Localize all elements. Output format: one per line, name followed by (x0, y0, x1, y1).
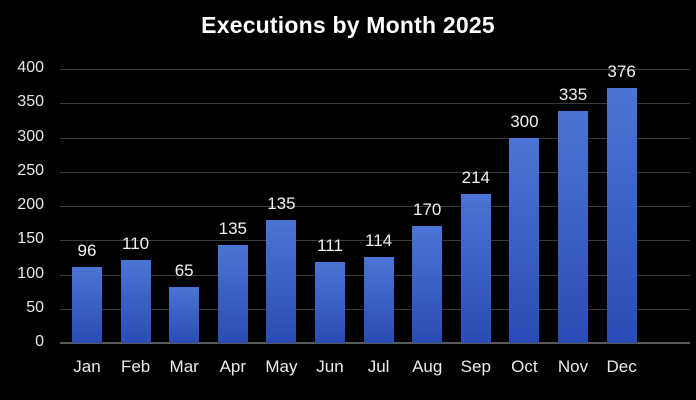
x-tick-label: Nov (557, 357, 589, 376)
y-tick-label: 250 (17, 161, 44, 179)
x-tick-label: Jul (367, 357, 390, 376)
bar-dec (606, 88, 637, 343)
gridline (60, 240, 690, 242)
gridline (60, 137, 690, 139)
value-label: 135 (218, 219, 247, 239)
bar-jan (72, 266, 102, 343)
gridline (60, 69, 690, 70)
value-label: 214 (461, 168, 490, 188)
value-label: 135 (267, 194, 296, 214)
x-tick-label: Jan (73, 357, 101, 376)
value-label: 110 (122, 234, 150, 254)
y-tick-label: 400 (17, 59, 44, 76)
bar-apr (217, 245, 248, 343)
x-axis-line (60, 342, 690, 344)
x-tick-label: Feb (120, 357, 151, 376)
bar-oct (509, 138, 540, 343)
value-label: 96 (77, 240, 97, 260)
y-tick-label: 350 (17, 93, 44, 111)
x-tick-label: Aug (412, 357, 443, 376)
bar-jul (363, 257, 394, 343)
value-label: 300 (510, 112, 539, 132)
bar-sep (460, 194, 491, 343)
x-tick-label: Sep (460, 357, 491, 376)
y-tick-label: 100 (17, 264, 44, 282)
bar-feb (120, 260, 151, 343)
bar-aug (412, 225, 443, 343)
y-tick-label: 50 (26, 298, 44, 316)
gridline (60, 206, 690, 207)
value-label: 170 (413, 199, 442, 219)
x-tick-label: May (265, 357, 298, 376)
y-tick-label: 300 (17, 127, 44, 145)
y-tick-label: 150 (17, 230, 44, 248)
value-label: 376 (607, 62, 636, 82)
gridline (60, 171, 690, 173)
x-tick-label: Dec (606, 357, 637, 376)
bar-may (266, 220, 297, 343)
bar-jun (315, 262, 345, 343)
x-tick-label: Apr (219, 357, 247, 376)
x-tick-label: Jun (316, 357, 344, 376)
value-label: 114 (365, 231, 393, 251)
y-tick-label: 200 (17, 196, 44, 213)
bar-nov (558, 111, 588, 343)
chart-title: Executions by Month 2025 (201, 12, 495, 38)
value-label: 111 (317, 236, 343, 256)
gridline (60, 103, 690, 105)
y-tick-label: 0 (35, 333, 44, 350)
x-tick-label: Mar (169, 357, 199, 376)
value-label: 335 (558, 85, 588, 105)
value-label: 65 (174, 260, 194, 280)
x-tick-label: Oct (511, 357, 538, 376)
bar-mar (169, 286, 200, 343)
